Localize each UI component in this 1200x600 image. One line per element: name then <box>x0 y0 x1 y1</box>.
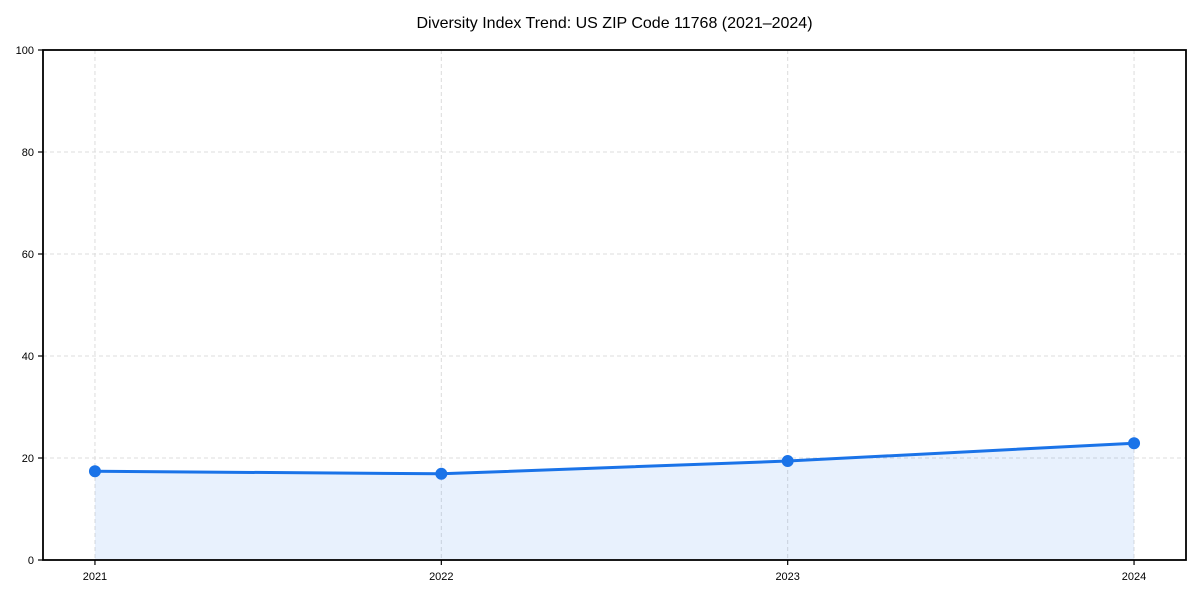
trend-line <box>93 441 1136 476</box>
y-tick-label: 20 <box>22 453 34 465</box>
data-point-2024 <box>1128 437 1141 450</box>
x-tick-label: 2021 <box>83 571 107 583</box>
y-tick-label: 80 <box>22 147 34 159</box>
area-fill <box>94 443 1135 560</box>
plot-frame <box>42 49 1187 561</box>
chart-title: Diversity Index Trend: US ZIP Code 11768… <box>416 15 813 32</box>
y-tick-label: 100 <box>16 45 34 57</box>
y-tick-label: 60 <box>22 249 34 261</box>
x-tick-label: 2023 <box>775 571 799 583</box>
y-tick-label: 40 <box>22 351 34 363</box>
data-point-2022 <box>435 467 448 480</box>
x-tick-label: 2024 <box>1122 571 1146 583</box>
x-tick-label: 2022 <box>429 571 453 583</box>
data-point-2023 <box>781 455 794 468</box>
data-point-2021 <box>88 465 101 478</box>
y-tick-label: 0 <box>28 555 34 567</box>
